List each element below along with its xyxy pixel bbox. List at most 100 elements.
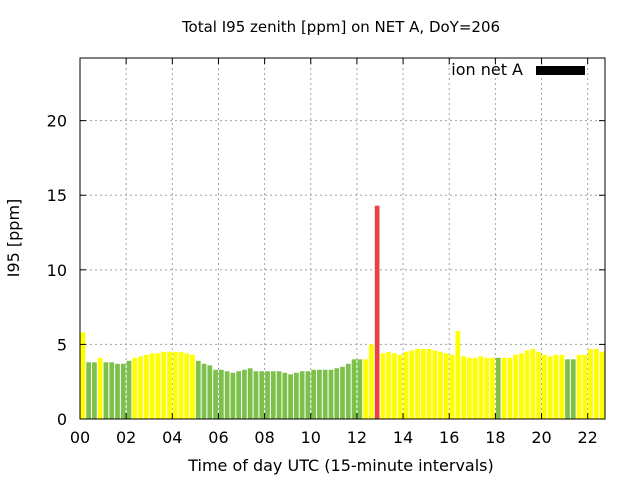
bar	[582, 354, 588, 419]
bar	[253, 371, 259, 419]
bar	[495, 357, 501, 419]
bar	[230, 372, 236, 419]
bar	[547, 356, 553, 419]
bar	[288, 374, 293, 419]
bar	[155, 353, 161, 419]
bar	[92, 362, 97, 419]
bar	[368, 344, 374, 419]
bar	[236, 371, 242, 419]
ticks	[79, 58, 605, 420]
bar	[570, 359, 576, 419]
grid	[80, 58, 605, 419]
bar	[305, 371, 311, 419]
bar	[478, 356, 484, 419]
x-tick-label: 22	[578, 428, 598, 447]
bar	[536, 351, 542, 419]
bar	[293, 372, 299, 419]
bar	[542, 354, 547, 419]
bar	[120, 363, 126, 419]
plot-frame	[79, 57, 606, 420]
bar	[443, 353, 449, 419]
bar	[340, 366, 345, 419]
bar	[588, 348, 593, 419]
bar	[213, 369, 218, 419]
bar	[472, 357, 478, 419]
bar	[559, 354, 565, 419]
bar	[363, 359, 368, 419]
bar	[599, 351, 605, 419]
bar	[149, 353, 155, 419]
bar	[97, 357, 103, 419]
bar	[392, 353, 397, 419]
bar	[426, 348, 432, 419]
bar	[184, 353, 190, 419]
bar	[397, 354, 403, 419]
x-tick-labels: 00 02 04 06 08 10 12 14 16 18 20 22	[70, 428, 598, 447]
y-tick-label: 10	[47, 261, 67, 280]
x-tick-label: 16	[439, 428, 459, 447]
bar	[270, 371, 276, 419]
bar	[207, 365, 213, 419]
bar	[455, 330, 461, 419]
bar	[311, 369, 317, 419]
bar	[576, 354, 582, 419]
bar	[518, 353, 524, 419]
x-tick-label: 20	[531, 428, 551, 447]
bar	[126, 360, 132, 419]
bar	[317, 369, 322, 419]
legend-swatch	[536, 66, 585, 75]
bar	[276, 371, 282, 419]
bar	[357, 359, 363, 419]
bar	[161, 351, 167, 419]
bar	[282, 372, 288, 419]
bar	[513, 354, 518, 419]
bar	[143, 354, 149, 419]
bar	[403, 351, 409, 419]
bar	[524, 350, 530, 419]
bar	[334, 368, 340, 419]
y-tick-label: 5	[57, 335, 67, 354]
bar	[507, 357, 513, 419]
x-tick-label: 14	[393, 428, 413, 447]
bar	[178, 351, 184, 419]
bar	[438, 351, 443, 419]
bar	[461, 356, 467, 419]
bar	[172, 351, 178, 419]
bar	[265, 371, 270, 419]
x-tick-label: 04	[162, 428, 182, 447]
bar	[247, 368, 253, 419]
bar	[449, 354, 455, 419]
bar	[467, 357, 472, 419]
bar	[351, 359, 357, 419]
bar	[86, 362, 92, 419]
x-tick-label: 02	[116, 428, 136, 447]
bar	[565, 359, 570, 419]
bar	[553, 354, 559, 419]
bar	[103, 362, 109, 419]
bar	[386, 351, 392, 419]
bar	[490, 357, 495, 419]
x-axis-label: Time of day UTC (15-minute intervals)	[187, 456, 494, 475]
y-tick-label: 15	[47, 186, 67, 205]
bar	[374, 205, 380, 419]
bar	[415, 348, 420, 419]
legend: ion net A	[451, 60, 585, 79]
bars	[80, 205, 605, 419]
bar	[195, 360, 201, 419]
x-tick-label: 00	[70, 428, 90, 447]
x-tick-label: 08	[254, 428, 274, 447]
bar	[132, 357, 138, 419]
bar	[432, 350, 438, 419]
bar	[380, 353, 386, 419]
x-tick-label: 06	[208, 428, 228, 447]
y-axis-label: I95 [ppm]	[4, 199, 23, 278]
bar	[328, 369, 334, 419]
bar	[593, 348, 599, 419]
bar	[420, 348, 426, 419]
bar	[299, 371, 305, 419]
x-tick-label: 10	[301, 428, 321, 447]
y-tick-label: 20	[47, 112, 67, 131]
bar	[218, 369, 224, 419]
bar	[409, 350, 415, 419]
